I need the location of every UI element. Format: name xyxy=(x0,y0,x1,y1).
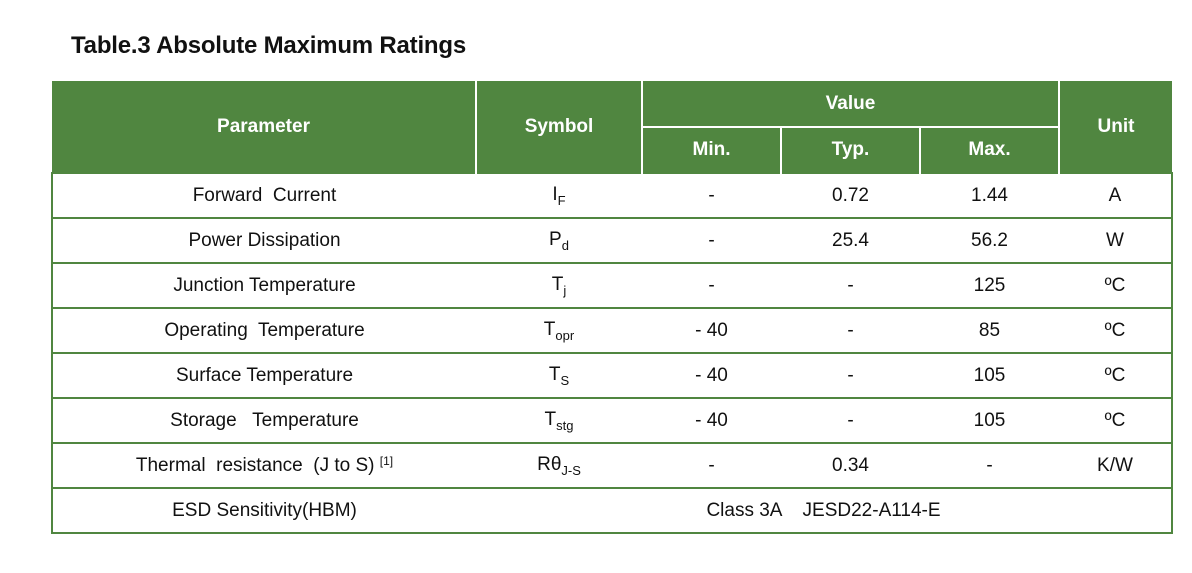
symbol-subscript: opr xyxy=(555,327,575,343)
symbol-cell: Tstg xyxy=(476,397,642,444)
typ-cell: - xyxy=(781,262,920,309)
min-cell: - xyxy=(642,217,781,264)
header-typ: Typ. xyxy=(780,126,920,173)
max-cell: 1.44 xyxy=(920,172,1059,219)
typ-cell: - xyxy=(781,307,920,354)
symbol-text: I xyxy=(552,183,558,205)
table-row: Forward Current IF -0.72 1.44 A xyxy=(51,172,1173,219)
header-parameter: Parameter xyxy=(52,81,476,173)
parameter-text: Operating Temperature xyxy=(164,319,365,341)
absolute-maximum-ratings-table: Parameter Symbol Value Unit Min. Typ. Ma… xyxy=(51,81,1173,534)
parameter-cell: Surface Temperature xyxy=(51,352,476,399)
typ-cell: - xyxy=(781,352,920,399)
symbol-cell: Tj xyxy=(476,262,642,309)
max-cell: - xyxy=(920,442,1059,489)
table-row: Operating Temperature Topr - 40-85 ºC xyxy=(51,307,1173,354)
unit-cell: K/W xyxy=(1059,442,1173,489)
unit-cell: ºC xyxy=(1059,397,1173,444)
table-title: Table.3 Absolute Maximum Ratings xyxy=(71,32,467,59)
symbol-subscript: J-S xyxy=(561,462,581,478)
symbol-subscript: d xyxy=(561,237,569,253)
parameter-cell: ESD Sensitivity(HBM) xyxy=(51,487,476,534)
parameter-text: Forward Current xyxy=(192,184,337,206)
parameter-cell: Operating Temperature xyxy=(51,307,476,354)
max-cell: 85 xyxy=(920,307,1059,354)
parameter-text: Junction Temperature xyxy=(173,274,356,296)
max-cell: 105 xyxy=(920,397,1059,444)
symbol-cell: RθJ-S xyxy=(476,442,642,489)
min-cell: - xyxy=(642,262,781,309)
header-min: Min. xyxy=(641,126,781,173)
symbol-subscript: stg xyxy=(556,417,574,433)
unit-cell: ºC xyxy=(1059,352,1173,399)
symbol-text: T xyxy=(551,273,564,295)
unit-cell: ºC xyxy=(1059,307,1173,354)
esd-value-cell: Class 3A JESD22-A114-E xyxy=(476,487,1173,534)
typ-cell: - xyxy=(781,397,920,444)
table-row: Storage Temperature Tstg - 40-105 ºC xyxy=(51,397,1173,444)
table-row-esd: ESD Sensitivity(HBM) Class 3A JESD22-A114… xyxy=(51,487,1173,534)
table-row: Junction Temperature Tj - -125 ºC xyxy=(51,262,1173,309)
unit-cell: A xyxy=(1059,172,1173,219)
max-cell: 105 xyxy=(920,352,1059,399)
min-cell: - 40 xyxy=(642,307,781,354)
table-row: Power Dissipation Pd -25.4 56.2 W xyxy=(51,217,1173,264)
unit-cell: W xyxy=(1059,217,1173,264)
symbol-text: T xyxy=(543,318,556,340)
footnote-ref: [1] xyxy=(379,454,394,468)
symbol-subscript: S xyxy=(560,372,570,388)
parameter-cell: Power Dissipation xyxy=(51,217,476,264)
symbol-text: T xyxy=(548,363,561,385)
parameter-cell: Storage Temperature xyxy=(51,397,476,444)
symbol-text: T xyxy=(544,408,557,430)
parameter-cell: Forward Current xyxy=(51,172,476,219)
max-cell: 56.2 xyxy=(920,217,1059,264)
parameter-cell: Junction Temperature xyxy=(51,262,476,309)
symbol-cell: Pd xyxy=(476,217,642,264)
header-value: Value xyxy=(641,81,1059,127)
min-cell: - xyxy=(642,172,781,219)
symbol-subscript: F xyxy=(557,192,566,208)
parameter-cell: Thermal resistance (J to S) [1] xyxy=(51,442,476,489)
table-row: Thermal resistance (J to S) [1] RθJ-S -0.3… xyxy=(51,442,1173,489)
typ-cell: 0.34 xyxy=(781,442,920,489)
table-row: Surface Temperature TS - 40-105 ºC xyxy=(51,352,1173,399)
header-max: Max. xyxy=(919,126,1059,173)
symbol-cell: Topr xyxy=(476,307,642,354)
symbol-cell: TS xyxy=(476,352,642,399)
parameter-text: Storage Temperature xyxy=(170,409,359,431)
unit-cell: ºC xyxy=(1059,262,1173,309)
symbol-text: P xyxy=(549,228,562,250)
header-symbol: Symbol xyxy=(475,81,642,173)
parameter-text: Power Dissipation xyxy=(188,229,341,251)
typ-cell: 25.4 xyxy=(781,217,920,264)
parameter-text: Surface Temperature xyxy=(175,364,354,386)
header-unit: Unit xyxy=(1058,81,1172,173)
max-cell: 125 xyxy=(920,262,1059,309)
symbol-text: Rθ xyxy=(537,453,562,475)
min-cell: - xyxy=(642,442,781,489)
parameter-text: Thermal resistance (J to S) xyxy=(135,455,375,476)
min-cell: - 40 xyxy=(642,352,781,399)
symbol-subscript: j xyxy=(563,282,567,298)
typ-cell: 0.72 xyxy=(781,172,920,219)
symbol-cell: IF xyxy=(476,172,642,219)
min-cell: - 40 xyxy=(642,397,781,444)
